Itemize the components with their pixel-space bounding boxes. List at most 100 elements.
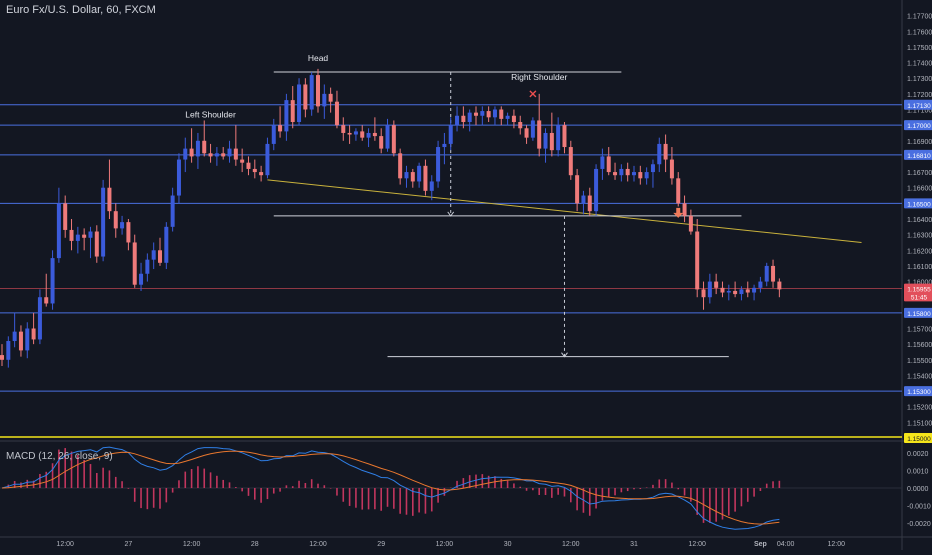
candle-body — [688, 215, 693, 232]
candle-body — [353, 131, 358, 135]
candle-body — [530, 120, 535, 138]
pattern-label: Right Shoulder — [511, 72, 567, 82]
candle-body — [594, 168, 599, 212]
time-tick-label: 12:00 — [827, 541, 845, 548]
candle-body — [18, 331, 23, 351]
candle-body — [682, 203, 687, 216]
candle-body — [214, 153, 219, 157]
candle-body — [537, 120, 542, 149]
price-tick-label: 1.16200 — [907, 248, 932, 255]
candle-body — [556, 125, 561, 151]
candle-body — [176, 159, 181, 196]
time-tick-label: Sep — [754, 541, 767, 548]
candle-body — [328, 93, 333, 102]
candle-body — [442, 143, 447, 148]
candle-body — [417, 165, 422, 182]
price-tick-label: 1.16700 — [907, 170, 932, 177]
candle-body — [6, 341, 11, 360]
macd-tick-label: -0.0020 — [907, 521, 931, 528]
price-tick-label: 1.16100 — [907, 264, 932, 271]
candle-body — [404, 172, 409, 179]
candle-body — [195, 140, 200, 157]
candle-body — [423, 165, 428, 191]
macd-tick-label: 0.0000 — [907, 486, 929, 493]
time-tick-label: 12:00 — [309, 541, 327, 548]
candle-body — [240, 159, 245, 163]
price-badge — [904, 120, 932, 131]
candle-body — [246, 162, 251, 169]
candle-body — [581, 195, 586, 204]
axes: 1.17700 1.17600 1.17500 1.17400 1.17300 1.172… — [56, 14, 932, 548]
candle-body — [334, 101, 339, 126]
candle-body — [227, 148, 232, 157]
time-tick-label: 12:00 — [183, 541, 201, 548]
time-tick-label: 31 — [630, 541, 638, 548]
candle-body — [480, 111, 485, 116]
annotations: Head Left Shoulder Right Shoulder — [185, 53, 684, 218]
price-badge — [904, 149, 932, 160]
candle-body — [543, 132, 548, 149]
macd-tick-label: 0.0020 — [907, 451, 929, 458]
candle-body — [499, 109, 504, 119]
candle-body — [94, 231, 99, 257]
down-arrow-icon — [673, 207, 684, 218]
time-tick-label: 30 — [504, 541, 512, 548]
candle-body — [518, 122, 523, 129]
candle-body — [391, 125, 396, 154]
macd-pane — [0, 446, 902, 530]
candle-body — [455, 115, 460, 126]
candle-body — [44, 297, 49, 304]
candle-body — [568, 147, 573, 176]
candle-body — [625, 168, 630, 176]
candle-body — [221, 153, 226, 157]
candle-body — [120, 222, 125, 229]
pattern-label: Head — [308, 53, 329, 63]
candle-body — [297, 84, 302, 123]
candle-body — [278, 125, 283, 132]
candle-body — [56, 203, 61, 259]
x-marker-icon — [529, 90, 537, 98]
candle-body — [410, 172, 415, 182]
candle-body — [372, 132, 377, 137]
candle-body — [669, 159, 674, 179]
candle-body — [752, 287, 757, 293]
candle-body — [505, 115, 510, 119]
candle-body — [587, 195, 592, 212]
macd-line — [1, 446, 780, 530]
price-tick-label: 1.15500 — [907, 358, 932, 365]
candle-body — [0, 355, 4, 360]
time-tick-label: 12:00 — [56, 541, 74, 548]
price-tick-label: 1.17700 — [907, 14, 932, 21]
candle-body — [101, 187, 106, 257]
price-badge — [904, 433, 932, 443]
price-tick-label: 1.15200 — [907, 405, 932, 412]
candle-body — [75, 234, 80, 241]
macd-tick-label: -0.0010 — [907, 504, 931, 511]
candle-body — [448, 125, 453, 144]
price-tick-label: 1.15100 — [907, 420, 932, 427]
candle-body — [158, 250, 162, 263]
candle-body — [429, 181, 434, 191]
measure-arrow-head — [561, 352, 568, 358]
candle-body — [151, 250, 156, 260]
candle-body — [632, 172, 636, 176]
price-tick-label: 1.16000 — [907, 280, 932, 287]
measure-arrow-head — [447, 211, 455, 217]
candle-body — [25, 328, 30, 351]
candle-body — [82, 234, 87, 238]
price-tick-label: 1.15400 — [907, 373, 932, 380]
candle-body — [733, 290, 738, 295]
candle-body — [644, 172, 649, 179]
price-badge — [904, 307, 932, 318]
neckline — [267, 179, 862, 243]
candle-body — [562, 125, 567, 148]
candle-body — [360, 131, 365, 138]
candle-body — [37, 297, 42, 340]
price-badge-label: 1.16500 — [907, 201, 931, 208]
macd-title: MACD (12, 26, close, 9) — [6, 451, 113, 462]
pattern-label: Left Shoulder — [185, 109, 236, 119]
candle-body — [284, 100, 289, 132]
candle-body — [12, 331, 17, 342]
candle-body — [347, 132, 352, 135]
